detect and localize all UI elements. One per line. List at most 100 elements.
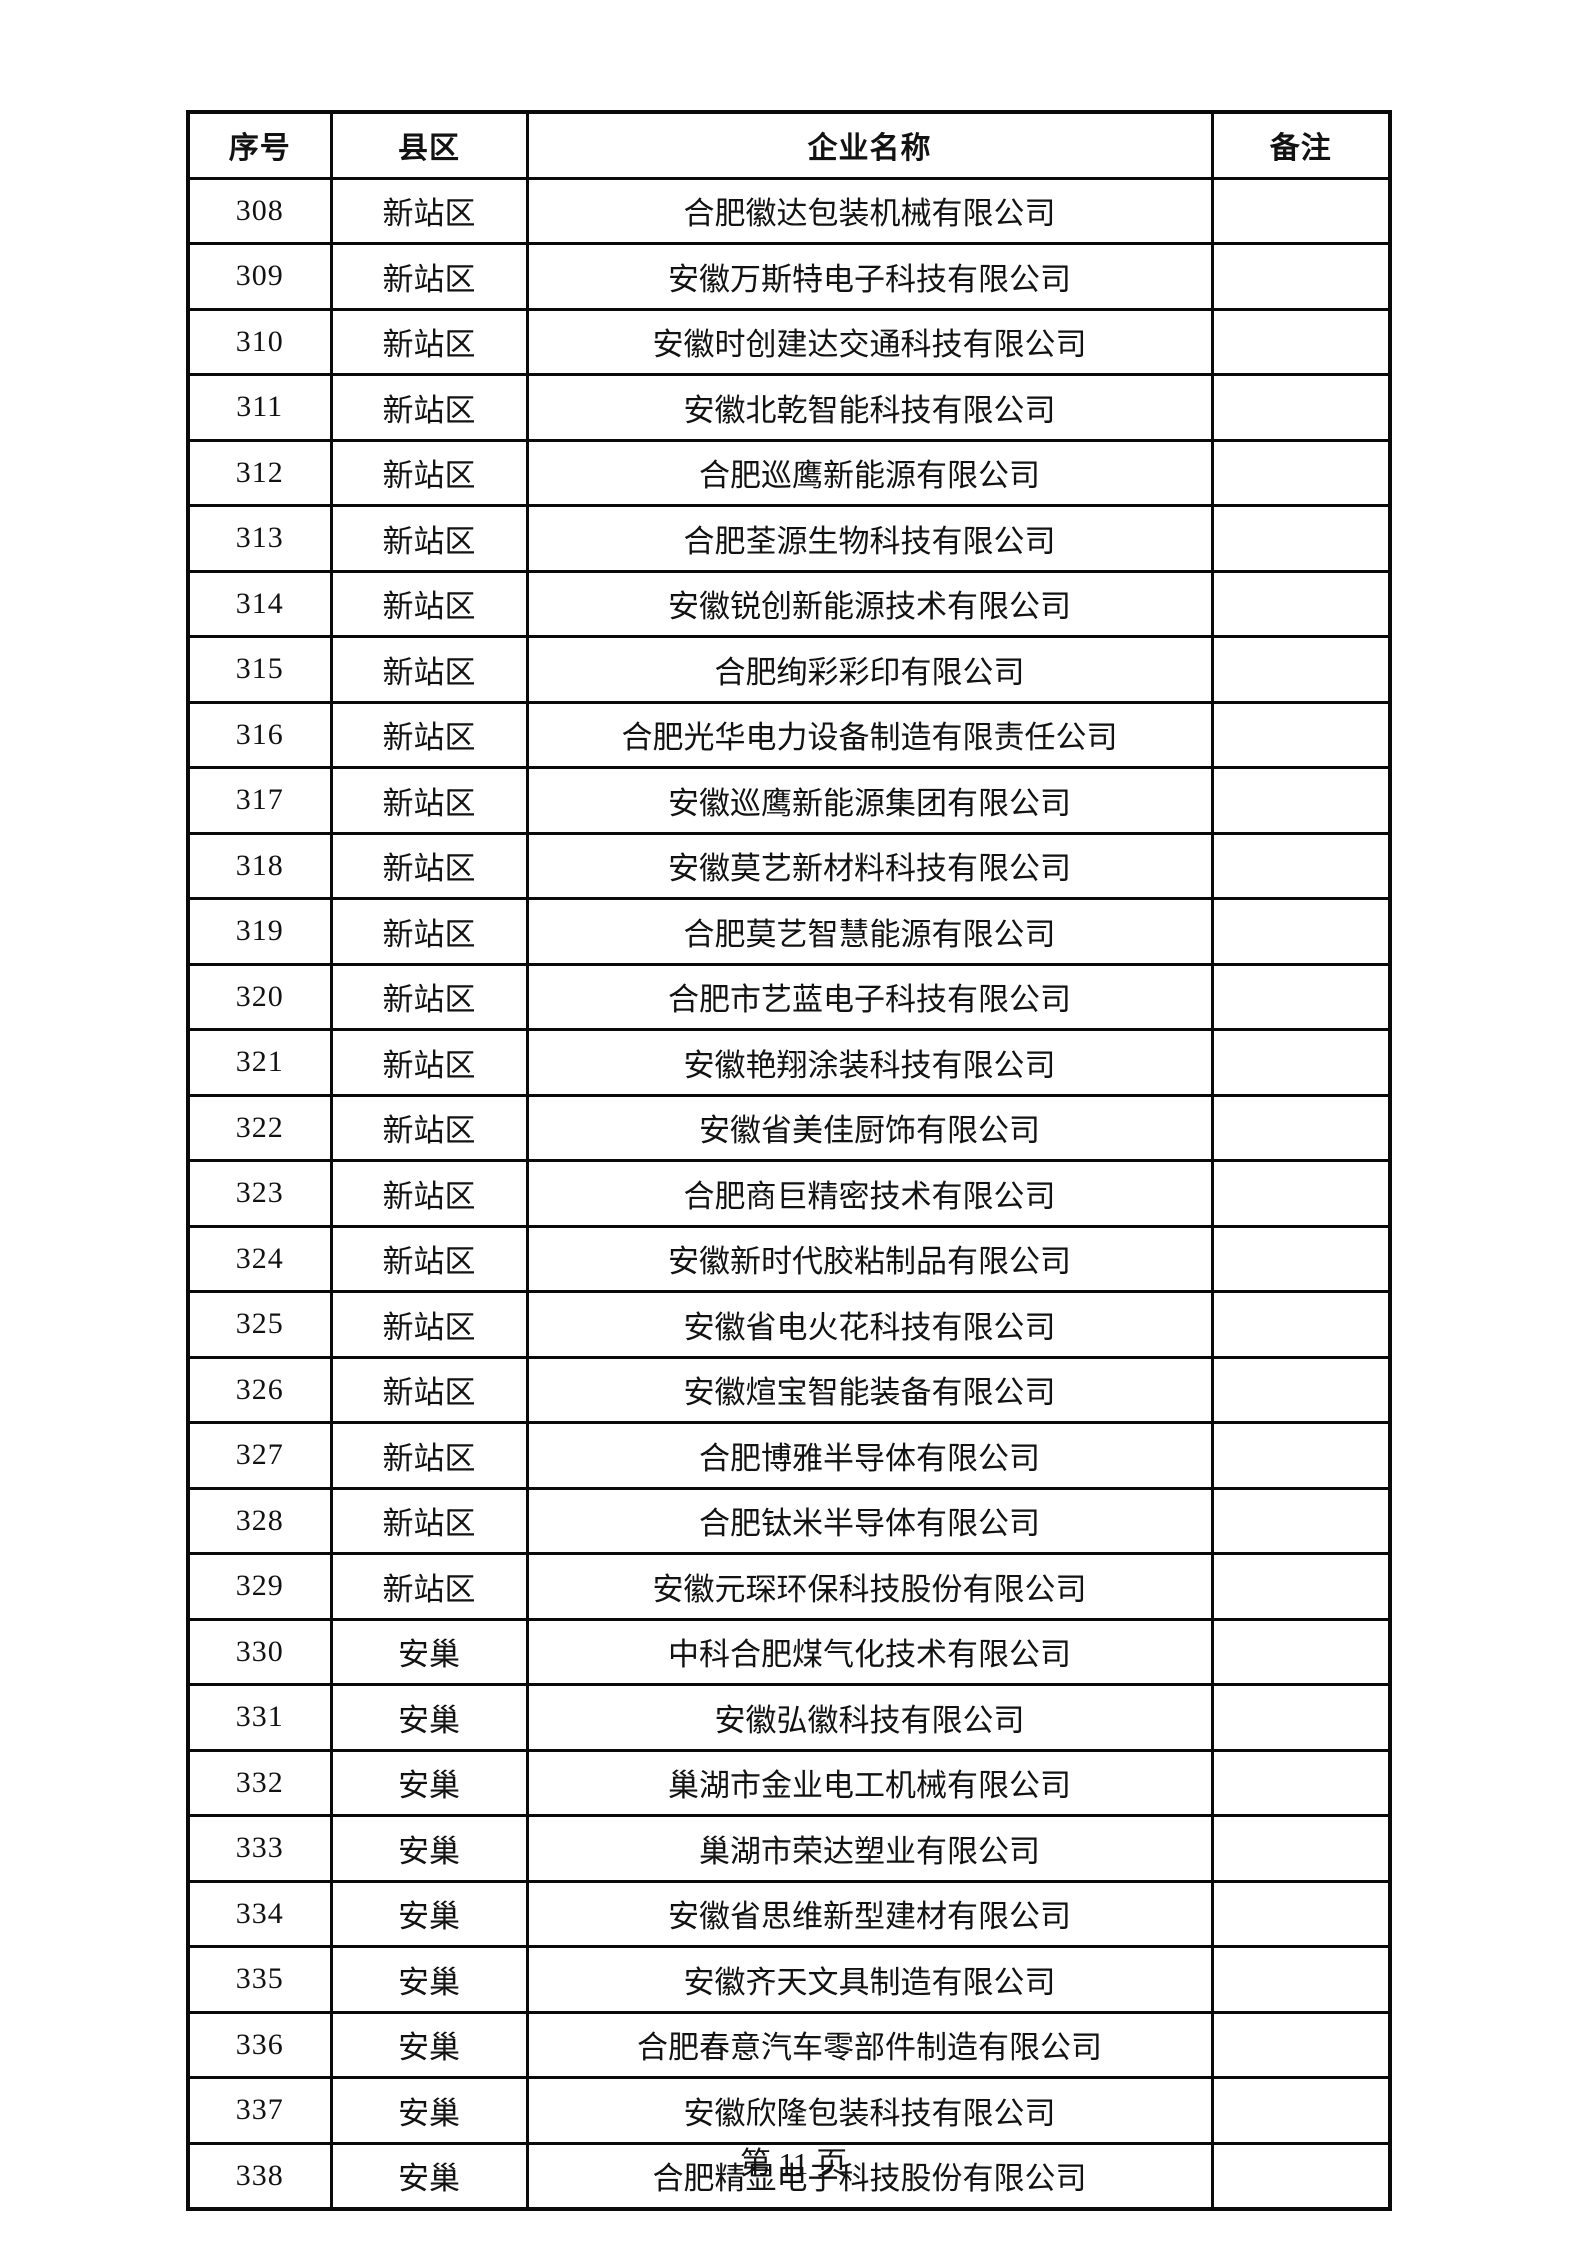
remark-cell <box>1210 569 1392 638</box>
company-cell: 合肥莫艺智慧能源有限公司 <box>525 897 1214 966</box>
remark-cell <box>1210 1945 1392 2014</box>
district-cell: 安巢 <box>329 1748 529 1817</box>
remark-cell <box>1210 1224 1392 1293</box>
index-cell: 316 <box>186 700 333 769</box>
table-row: 334 安巢 安徽省思维新型建材有限公司 <box>186 1879 1392 1948</box>
index-cell: 327 <box>186 1421 333 1490</box>
col-header-index: 序号 <box>186 110 333 180</box>
index-cell: 315 <box>186 635 333 704</box>
index-cell: 318 <box>186 831 333 900</box>
table-row: 312 新站区 合肥巡鹰新能源有限公司 <box>186 438 1392 507</box>
remark-cell <box>1210 176 1392 245</box>
remark-cell <box>1210 373 1392 442</box>
remark-cell <box>1210 1748 1392 1817</box>
remark-cell <box>1210 700 1392 769</box>
remark-cell <box>1210 897 1392 966</box>
remark-cell <box>1210 962 1392 1031</box>
index-cell: 331 <box>186 1683 333 1752</box>
index-cell: 334 <box>186 1879 333 1948</box>
remark-cell <box>1210 1617 1392 1686</box>
district-cell: 新站区 <box>329 897 529 966</box>
table-row: 308 新站区 合肥徽达包装机械有限公司 <box>186 176 1392 245</box>
table-row: 310 新站区 安徽时创建达交通科技有限公司 <box>186 307 1392 376</box>
company-cell: 安徽弘徽科技有限公司 <box>525 1683 1214 1752</box>
remark-cell <box>1210 307 1392 376</box>
district-cell: 安巢 <box>329 1879 529 1948</box>
table-row: 325 新站区 安徽省电火花科技有限公司 <box>186 1290 1392 1359</box>
company-cell: 合肥光华电力设备制造有限责任公司 <box>525 700 1214 769</box>
index-cell: 328 <box>186 1486 333 1555</box>
table-row: 332 安巢 巢湖市金业电工机械有限公司 <box>186 1748 1392 1817</box>
index-cell: 337 <box>186 2076 333 2145</box>
remark-cell <box>1210 1486 1392 1555</box>
district-cell: 新站区 <box>329 1552 529 1621</box>
district-cell: 新站区 <box>329 1159 529 1228</box>
company-cell: 安徽北乾智能科技有限公司 <box>525 373 1214 442</box>
remark-cell <box>1210 1552 1392 1621</box>
remark-cell <box>1210 2010 1392 2079</box>
company-cell: 安徽莫艺新材料科技有限公司 <box>525 831 1214 900</box>
table-row: 338 安巢 合肥精显电子科技股份有限公司 <box>186 2141 1392 2211</box>
remark-cell <box>1210 1879 1392 1948</box>
index-cell: 326 <box>186 1355 333 1424</box>
district-cell: 新站区 <box>329 962 529 1031</box>
index-cell: 338 <box>186 2141 333 2211</box>
col-header-remark: 备注 <box>1210 110 1392 180</box>
company-cell: 安徽艳翔涂装科技有限公司 <box>525 1028 1214 1097</box>
district-cell: 新站区 <box>329 242 529 311</box>
table-row: 331 安巢 安徽弘徽科技有限公司 <box>186 1683 1392 1752</box>
district-cell: 新站区 <box>329 766 529 835</box>
remark-cell <box>1210 1159 1392 1228</box>
district-cell: 安巢 <box>329 2141 529 2211</box>
district-cell: 新站区 <box>329 1486 529 1555</box>
company-cell: 中科合肥煤气化技术有限公司 <box>525 1617 1214 1686</box>
district-cell: 新站区 <box>329 1355 529 1424</box>
table-row: 311 新站区 安徽北乾智能科技有限公司 <box>186 373 1392 442</box>
district-cell: 新站区 <box>329 1028 529 1097</box>
company-cell: 安徽欣隆包装科技有限公司 <box>525 2076 1214 2145</box>
index-cell: 319 <box>186 897 333 966</box>
company-cell: 安徽新时代胶粘制品有限公司 <box>525 1224 1214 1293</box>
district-cell: 新站区 <box>329 176 529 245</box>
district-cell: 新站区 <box>329 1093 529 1162</box>
table-row: 335 安巢 安徽齐天文具制造有限公司 <box>186 1945 1392 2014</box>
remark-cell <box>1210 2076 1392 2145</box>
district-cell: 新站区 <box>329 438 529 507</box>
district-cell: 安巢 <box>329 1617 529 1686</box>
company-cell: 合肥绚彩彩印有限公司 <box>525 635 1214 704</box>
table-row: 321 新站区 安徽艳翔涂装科技有限公司 <box>186 1028 1392 1097</box>
index-cell: 322 <box>186 1093 333 1162</box>
district-cell: 新站区 <box>329 373 529 442</box>
index-cell: 309 <box>186 242 333 311</box>
index-cell: 317 <box>186 766 333 835</box>
remark-cell <box>1210 766 1392 835</box>
company-cell: 合肥春意汽车零部件制造有限公司 <box>525 2010 1214 2079</box>
company-cell: 安徽万斯特电子科技有限公司 <box>525 242 1214 311</box>
table-row: 324 新站区 安徽新时代胶粘制品有限公司 <box>186 1224 1392 1293</box>
index-cell: 312 <box>186 438 333 507</box>
district-cell: 安巢 <box>329 2076 529 2145</box>
remark-cell <box>1210 635 1392 704</box>
index-cell: 333 <box>186 1814 333 1883</box>
district-cell: 新站区 <box>329 635 529 704</box>
index-cell: 335 <box>186 1945 333 2014</box>
table-row: 328 新站区 合肥钛米半导体有限公司 <box>186 1486 1392 1555</box>
district-cell: 新站区 <box>329 569 529 638</box>
table-row: 320 新站区 合肥市艺蓝电子科技有限公司 <box>186 962 1392 1031</box>
table-row: 313 新站区 合肥荃源生物科技有限公司 <box>186 504 1392 573</box>
table-row: 326 新站区 安徽煊宝智能装备有限公司 <box>186 1355 1392 1424</box>
index-cell: 320 <box>186 962 333 1031</box>
company-cell: 安徽省思维新型建材有限公司 <box>525 1879 1214 1948</box>
district-cell: 新站区 <box>329 831 529 900</box>
index-cell: 313 <box>186 504 333 573</box>
index-cell: 310 <box>186 307 333 376</box>
company-cell: 巢湖市荣达塑业有限公司 <box>525 1814 1214 1883</box>
remark-cell <box>1210 1093 1392 1162</box>
index-cell: 308 <box>186 176 333 245</box>
table-row: 317 新站区 安徽巡鹰新能源集团有限公司 <box>186 766 1392 835</box>
company-cell: 合肥徽达包装机械有限公司 <box>525 176 1214 245</box>
index-cell: 332 <box>186 1748 333 1817</box>
table-row: 316 新站区 合肥光华电力设备制造有限责任公司 <box>186 700 1392 769</box>
table-row: 327 新站区 合肥博雅半导体有限公司 <box>186 1421 1392 1490</box>
